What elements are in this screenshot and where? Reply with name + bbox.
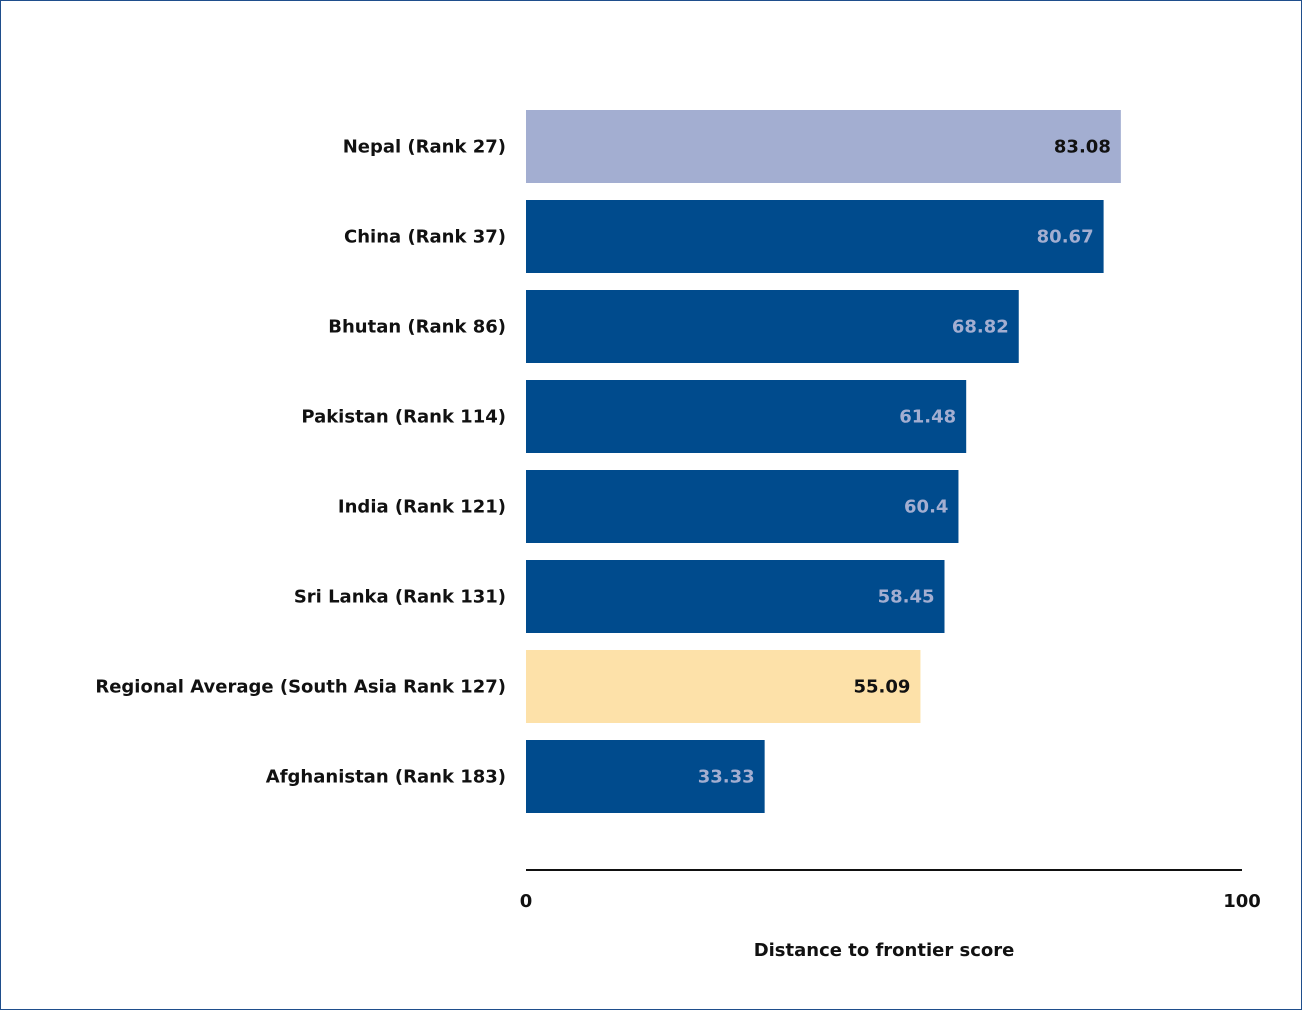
value-label: 61.48	[899, 407, 956, 428]
bar-3	[526, 380, 967, 453]
x-tick-label-min: 0	[520, 891, 533, 912]
value-labels-group: 83.08 80.67 68.82 61.48 60.4 58.45 55.09 33.33	[698, 137, 1111, 788]
category-label: China (Rank 37)	[344, 227, 506, 248]
bar-1	[526, 200, 1104, 273]
value-label: 58.45	[878, 587, 935, 608]
category-label: Regional Average (South Asia Rank 127)	[95, 677, 506, 698]
bar-6	[526, 650, 921, 723]
category-label: Pakistan (Rank 114)	[301, 407, 506, 428]
bars-group	[526, 110, 1121, 813]
x-tick-label-max: 100	[1223, 891, 1261, 912]
category-label: India (Rank 121)	[338, 497, 506, 518]
bar-5	[526, 560, 945, 633]
bar-4	[526, 470, 959, 543]
value-label: 55.09	[854, 677, 911, 698]
value-label: 68.82	[952, 317, 1009, 338]
category-label: Afghanistan (Rank 183)	[266, 767, 506, 788]
bar-7	[526, 740, 765, 813]
value-label: 80.67	[1037, 227, 1094, 248]
value-label: 83.08	[1054, 137, 1111, 158]
category-label: Nepal (Rank 27)	[343, 137, 506, 158]
category-labels-group: Nepal (Rank 27) China (Rank 37) Bhutan (Ra…	[95, 137, 506, 788]
bar-2	[526, 290, 1019, 363]
category-label: Sri Lanka (Rank 131)	[294, 587, 506, 608]
bar-0	[526, 110, 1121, 183]
value-label: 33.33	[698, 767, 755, 788]
value-label: 60.4	[904, 497, 948, 518]
category-label: Bhutan (Rank 86)	[328, 317, 506, 338]
x-axis-title: Distance to frontier score	[754, 940, 1015, 961]
